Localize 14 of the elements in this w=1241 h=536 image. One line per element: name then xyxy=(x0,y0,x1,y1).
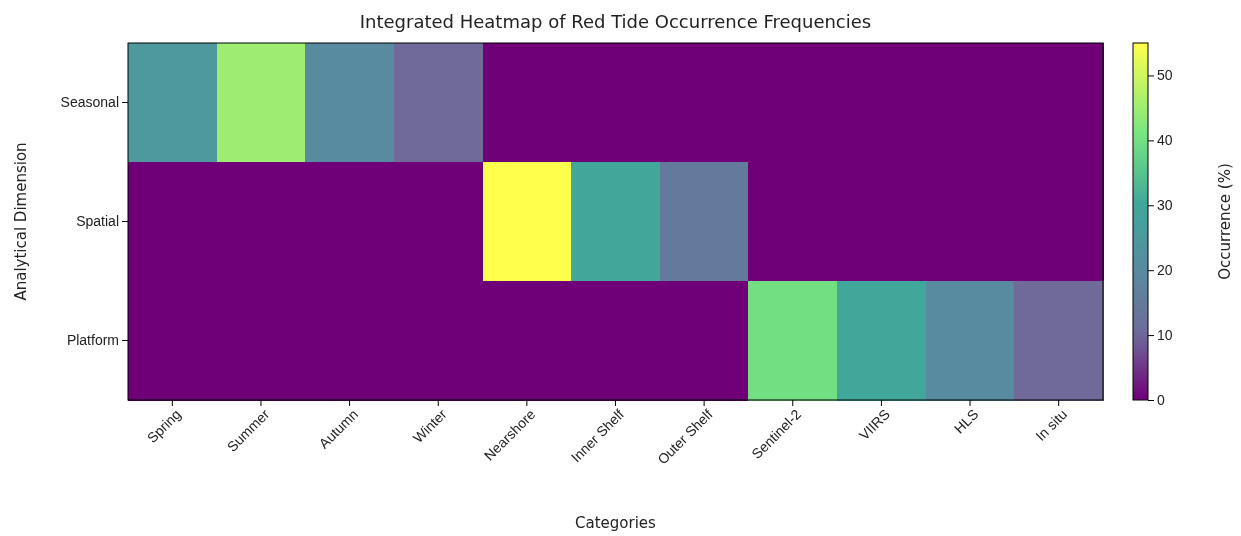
color-bar-label: 0 xyxy=(1157,391,1165,408)
x-tick-label: In situ xyxy=(1032,406,1071,444)
color-bar-label: 30 xyxy=(1157,197,1173,214)
color-bar-label: 40 xyxy=(1157,132,1173,149)
x-axis-title: Categories xyxy=(575,514,657,532)
color-bar-label: 10 xyxy=(1157,327,1173,344)
y-tick-label: Platform xyxy=(66,331,119,348)
y-tick-label: Seasonal xyxy=(60,93,119,110)
y-axis-title: Analytical Dimension xyxy=(12,142,30,301)
color-bar-label: 20 xyxy=(1157,262,1173,279)
y-tick-label: Spatial xyxy=(76,212,119,229)
chart-title: Integrated Heatmap of Red Tide Occurrence Frequencies xyxy=(359,11,872,32)
color-bar-title: Occurrence (%) xyxy=(1216,163,1234,280)
color-bar-label: 50 xyxy=(1157,67,1173,84)
